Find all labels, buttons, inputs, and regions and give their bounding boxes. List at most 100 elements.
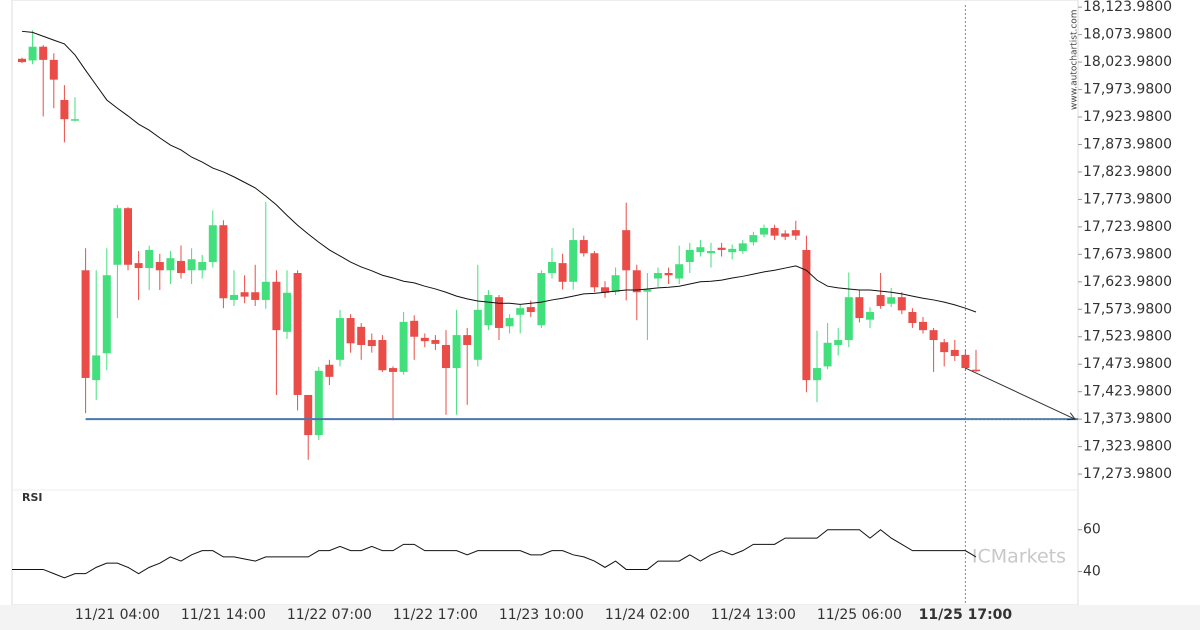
candle-body: [198, 262, 207, 271]
candle-body: [484, 294, 493, 326]
candle-body: [887, 297, 896, 304]
x-tick-label: 11/23 10:00: [499, 607, 584, 623]
candle-body: [972, 369, 980, 372]
candle-body: [696, 247, 705, 253]
rsi-line: [12, 529, 977, 579]
candle-body: [261, 281, 270, 300]
candle-body: [28, 46, 37, 61]
moving-average: [21, 30, 977, 313]
candle-body: [378, 340, 387, 371]
candle-body: [346, 318, 355, 344]
candle-body: [71, 119, 79, 121]
candle-body: [145, 249, 154, 269]
candle-body: [314, 370, 323, 436]
x-tick-label: 11/24 02:00: [605, 607, 690, 623]
candle-body: [187, 259, 196, 271]
x-tick-label: 11/25 06:00: [817, 607, 902, 623]
candle-body: [802, 249, 811, 381]
candle-body: [463, 335, 472, 345]
candle-body: [866, 312, 874, 320]
candle-body: [442, 344, 450, 369]
y-tick-label: 17,773.9800: [1083, 191, 1172, 207]
candle-body: [39, 46, 48, 60]
candle-body: [855, 297, 864, 319]
candle-body: [611, 275, 620, 292]
candle-body: [537, 273, 546, 326]
y-tick-label: 17,273.9800: [1083, 466, 1172, 482]
y-tick-label: 17,723.9800: [1083, 219, 1172, 235]
candle-body: [177, 260, 185, 274]
y-tick-label: 17,473.9800: [1083, 356, 1172, 372]
candle-body: [876, 294, 885, 306]
candle-body: [336, 318, 344, 360]
y-tick-label: 17,323.9800: [1083, 439, 1172, 455]
candle-body: [897, 297, 906, 311]
candle-body: [283, 292, 291, 332]
candle-body: [134, 263, 143, 269]
y-tick-label: 17,823.9800: [1083, 164, 1172, 180]
x-tick-label: 11/21 14:00: [181, 607, 266, 623]
candle-body: [590, 253, 599, 288]
candle-body: [304, 394, 313, 436]
candle-body: [473, 309, 482, 360]
candle-body: [813, 368, 821, 381]
candle-body: [18, 58, 26, 63]
x-tick-label: 11/24 13:00: [711, 607, 796, 623]
candle-body: [961, 354, 970, 369]
candle-body: [632, 270, 641, 293]
candle-body: [230, 294, 238, 300]
candle-body: [738, 243, 747, 252]
candle-body: [526, 307, 535, 313]
forecast-arrow: [965, 367, 1076, 420]
x-tick-label: 11/21 04:00: [75, 607, 160, 623]
candle-body: [781, 233, 790, 237]
candle-body: [516, 308, 525, 315]
candle-body: [558, 263, 567, 282]
candle-body: [367, 340, 376, 347]
candle-body: [505, 318, 514, 327]
x-tick-label: 11/22 07:00: [287, 607, 372, 623]
candle-body: [240, 292, 249, 297]
candle-body: [844, 297, 853, 341]
y-tick-label: 18,123.9800: [1083, 0, 1172, 15]
candle-body: [49, 59, 58, 80]
candle-body: [643, 289, 652, 292]
candle-body: [654, 273, 662, 279]
candle-body: [60, 99, 69, 120]
candle-body: [929, 330, 938, 341]
rsi-tick-label: 40: [1083, 564, 1101, 580]
arrow-head: [1066, 412, 1076, 421]
y-tick-label: 17,573.9800: [1083, 301, 1172, 317]
candle-body: [622, 230, 631, 271]
rsi-tick-label: 60: [1083, 522, 1101, 538]
candle-body: [389, 368, 397, 372]
candle-body: [707, 251, 715, 254]
y-tick-label: 17,973.9800: [1083, 82, 1172, 98]
candle-body: [219, 225, 228, 299]
y-tick-label: 17,523.9800: [1083, 329, 1172, 345]
rsi-title: RSI: [22, 491, 43, 504]
candle-body: [579, 240, 588, 254]
candle-body: [664, 273, 673, 276]
candle-body: [410, 320, 419, 337]
candle-body: [919, 321, 927, 331]
candle-body: [251, 292, 260, 300]
watermark: www.autochartist.com: [1070, 9, 1080, 110]
candle-body: [834, 340, 843, 345]
x-tick-label: 11/22 17:00: [393, 607, 478, 623]
candle-body: [452, 335, 461, 369]
x-tick-label: 11/25 17:00: [919, 607, 1013, 623]
candle-body: [760, 227, 768, 235]
candle-body: [495, 297, 503, 328]
y-tick-label: 17,873.9800: [1083, 136, 1172, 152]
y-tick-label: 17,673.9800: [1083, 246, 1172, 262]
candle-body: [81, 270, 90, 378]
candle-body: [399, 321, 408, 372]
candle-body: [357, 326, 366, 345]
brand-logo: ICMarkets: [972, 546, 1066, 568]
candle-body: [325, 364, 334, 377]
y-tick-label: 18,073.9800: [1083, 27, 1172, 43]
candle-body: [728, 248, 737, 253]
candle-body: [823, 342, 832, 367]
